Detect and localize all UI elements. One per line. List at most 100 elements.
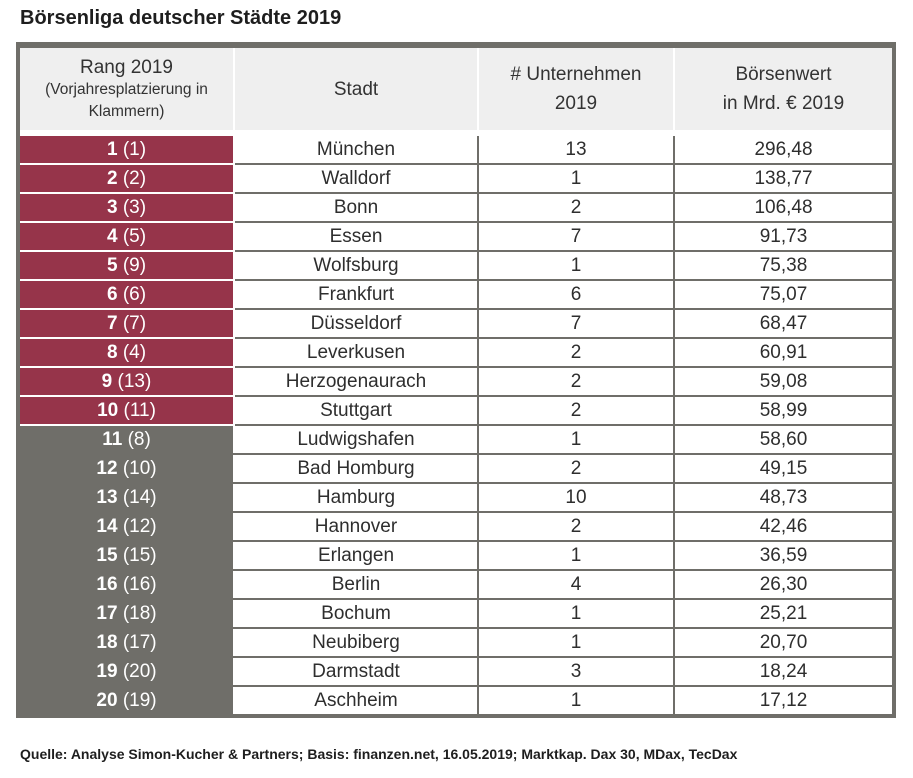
companies-cell: 1 <box>478 599 675 629</box>
market-value-cell: 75,38 <box>674 251 892 281</box>
rank-cell: 2 (2) <box>20 164 235 194</box>
table-row: 18 (17) Neubiberg 1 20,70 <box>20 628 892 658</box>
previous-rank: (8) <box>127 429 151 450</box>
city-cell: Neubiberg <box>234 628 479 658</box>
header-value-line2: in Mrd. € 2019 <box>722 93 845 114</box>
table-row: 7 (7) Düsseldorf 7 68,47 <box>20 309 892 339</box>
market-value-cell: 49,15 <box>674 454 892 484</box>
rank-cell: 16 (16) <box>20 570 235 600</box>
rank-cell: 8 (4) <box>20 338 235 368</box>
table-row: 2 (2) Walldorf 1 138,77 <box>20 164 892 194</box>
rank-cell: 10 (11) <box>20 396 235 426</box>
market-value-cell: 18,24 <box>674 657 892 687</box>
previous-rank: (14) <box>122 487 157 508</box>
rank-cell: 9 (13) <box>20 367 235 397</box>
market-value-cell: 91,73 <box>674 222 892 252</box>
companies-cell: 1 <box>478 686 675 716</box>
rank-number: 10 <box>97 400 119 421</box>
rank-number: 6 <box>106 284 118 305</box>
rank-cell: 11 (8) <box>20 425 235 455</box>
companies-cell: 10 <box>478 483 675 513</box>
table-row: 11 (8) Ludwigshafen 1 58,60 <box>20 425 892 455</box>
market-value-cell: 36,59 <box>674 541 892 571</box>
market-value-cell: 26,30 <box>674 570 892 600</box>
rank-cell: 3 (3) <box>20 193 235 223</box>
rank-cell: 18 (17) <box>20 628 235 658</box>
rank-number: 14 <box>96 516 118 537</box>
table-row: 12 (10) Bad Homburg 2 49,15 <box>20 454 892 484</box>
companies-cell: 1 <box>478 628 675 658</box>
companies-cell: 2 <box>478 454 675 484</box>
rank-cell: 13 (14) <box>20 483 235 513</box>
table-row: 13 (14) Hamburg 10 48,73 <box>20 483 892 513</box>
city-cell: Essen <box>234 222 479 252</box>
rank-number: 19 <box>96 661 118 682</box>
companies-cell: 1 <box>478 541 675 571</box>
companies-cell: 7 <box>478 222 675 252</box>
rank-cell: 4 (5) <box>20 222 235 252</box>
companies-cell: 13 <box>478 133 675 165</box>
companies-cell: 6 <box>478 280 675 310</box>
rank-cell: 14 (12) <box>20 512 235 542</box>
rank-number: 17 <box>96 603 118 624</box>
rank-number: 12 <box>96 458 118 479</box>
city-cell: Bonn <box>234 193 479 223</box>
table-row: 9 (13) Herzogenaurach 2 59,08 <box>20 367 892 397</box>
table-row: 20 (19) Aschheim 1 17,12 <box>20 686 892 716</box>
city-cell: Wolfsburg <box>234 251 479 281</box>
table-row: 19 (20) Darmstadt 3 18,24 <box>20 657 892 687</box>
header-companies: # Unternehmen 2019 <box>478 48 675 136</box>
city-cell: Hannover <box>234 512 479 542</box>
previous-rank: (13) <box>117 371 152 392</box>
market-value-cell: 20,70 <box>674 628 892 658</box>
rank-number: 3 <box>106 197 118 218</box>
companies-cell: 2 <box>478 396 675 426</box>
header-value-line1: Börsenwert <box>735 64 832 85</box>
rank-cell: 6 (6) <box>20 280 235 310</box>
previous-rank: (20) <box>122 661 157 682</box>
companies-cell: 2 <box>478 512 675 542</box>
companies-cell: 1 <box>478 425 675 455</box>
previous-rank: (1) <box>122 139 147 160</box>
city-cell: München <box>234 133 479 165</box>
rank-number: 7 <box>106 313 118 334</box>
rank-number: 2 <box>106 168 118 189</box>
market-value-cell: 48,73 <box>674 483 892 513</box>
city-cell: Hamburg <box>234 483 479 513</box>
market-value-cell: 68,47 <box>674 309 892 339</box>
header-companies-line2: 2019 <box>554 93 598 114</box>
rank-number: 18 <box>96 632 118 653</box>
table-row: 10 (11) Stuttgart 2 58,99 <box>20 396 892 426</box>
market-value-cell: 60,91 <box>674 338 892 368</box>
table-header-row: Rang 2019 (Vorjahresplatzierung in Klamm… <box>20 48 892 136</box>
previous-rank: (3) <box>122 197 147 218</box>
previous-rank: (9) <box>122 255 147 276</box>
rank-number: 13 <box>96 487 118 508</box>
city-cell: Leverkusen <box>234 338 479 368</box>
header-companies-line1: # Unternehmen <box>510 64 642 85</box>
city-cell: Frankfurt <box>234 280 479 310</box>
market-value-cell: 17,12 <box>674 686 892 716</box>
rank-cell: 5 (9) <box>20 251 235 281</box>
rank-number: 20 <box>96 690 118 711</box>
companies-cell: 1 <box>478 164 675 194</box>
rank-cell: 19 (20) <box>20 657 235 687</box>
city-cell: Aschheim <box>234 686 479 716</box>
market-value-cell: 296,48 <box>674 133 892 165</box>
rank-number: 9 <box>101 371 113 392</box>
previous-rank: (5) <box>122 226 147 247</box>
previous-rank: (16) <box>122 574 157 595</box>
previous-rank: (19) <box>122 690 157 711</box>
rank-cell: 15 (15) <box>20 541 235 571</box>
companies-cell: 4 <box>478 570 675 600</box>
rank-cell: 1 (1) <box>20 133 235 165</box>
table-row: 5 (9) Wolfsburg 1 75,38 <box>20 251 892 281</box>
market-value-cell: 58,60 <box>674 425 892 455</box>
city-cell: Erlangen <box>234 541 479 571</box>
city-cell: Darmstadt <box>234 657 479 687</box>
table-row: 1 (1) München 13 296,48 <box>20 133 892 165</box>
rank-cell: 20 (19) <box>20 686 235 716</box>
table-row: 15 (15) Erlangen 1 36,59 <box>20 541 892 571</box>
table-body: 1 (1) München 13 296,48 2 (2) Walldorf 1 138,77… <box>20 133 892 716</box>
table-row: 16 (16) Berlin 4 26,30 <box>20 570 892 600</box>
